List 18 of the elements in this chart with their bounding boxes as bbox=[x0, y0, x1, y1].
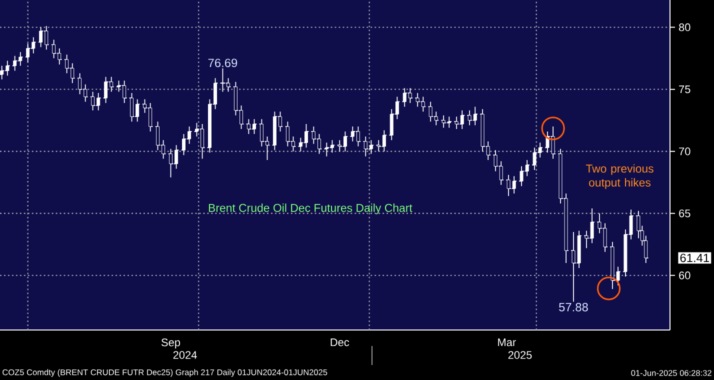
y-tick-label: 80 bbox=[679, 23, 690, 32]
annotation: 61.41 bbox=[680, 254, 710, 262]
annotation: Two previous output hikes bbox=[586, 164, 654, 189]
text: 2024 bbox=[173, 351, 197, 359]
y-tick-label: 60 bbox=[679, 272, 690, 280]
x-tick-label: Sep bbox=[162, 338, 180, 348]
candlestick bbox=[6, 60, 10, 76]
y-tick-label: 70 bbox=[679, 147, 690, 156]
annotation: 57.88 bbox=[559, 302, 588, 312]
text: COZ5 Comdty (BRENT CRUDE FUTR Dec25) Graph 217 Daily 01JUN2024-01JUN2025 bbox=[2, 369, 328, 377]
text: 01-Jun-2025 06:28:32 bbox=[631, 370, 712, 376]
y-tick-label: 75 bbox=[679, 86, 690, 94]
annotation: 76.69 bbox=[208, 58, 238, 68]
text: Brent Crude Oil Dec Futures Daily Chart bbox=[208, 204, 412, 214]
x-tick-label: Mar bbox=[498, 338, 516, 346]
x-tick-label: Dec bbox=[330, 338, 350, 346]
text: 2025 bbox=[508, 351, 532, 359]
y-tick-label: 65 bbox=[679, 210, 690, 218]
